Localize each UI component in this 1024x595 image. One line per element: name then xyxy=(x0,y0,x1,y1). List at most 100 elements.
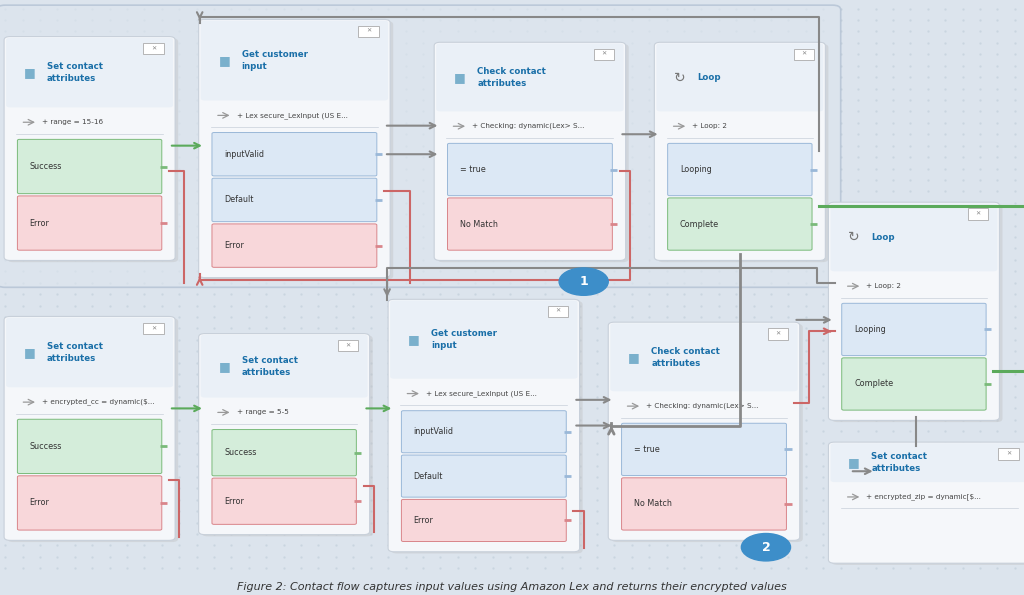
FancyBboxPatch shape xyxy=(7,38,178,262)
FancyBboxPatch shape xyxy=(401,411,566,453)
FancyBboxPatch shape xyxy=(17,196,162,250)
Text: ■: ■ xyxy=(628,351,640,364)
FancyBboxPatch shape xyxy=(657,44,828,262)
Text: Set contact
attributes: Set contact attributes xyxy=(871,452,928,473)
Text: Error: Error xyxy=(30,218,49,227)
Text: ✕: ✕ xyxy=(366,29,372,34)
Text: + Lex secure_LexInput (US E...: + Lex secure_LexInput (US E... xyxy=(426,390,537,397)
Text: + range = 15-16: + range = 15-16 xyxy=(42,119,103,125)
Text: Set contact
attributes: Set contact attributes xyxy=(47,342,103,363)
Text: Success: Success xyxy=(30,162,62,171)
Text: + encrypted_cc = dynamic($...: + encrypted_cc = dynamic($... xyxy=(42,399,155,406)
FancyBboxPatch shape xyxy=(212,478,356,524)
FancyBboxPatch shape xyxy=(608,322,800,540)
FancyBboxPatch shape xyxy=(401,455,566,497)
FancyBboxPatch shape xyxy=(388,299,580,552)
Text: Check contact
attributes: Check contact attributes xyxy=(477,67,546,88)
FancyBboxPatch shape xyxy=(199,334,370,535)
Circle shape xyxy=(559,268,608,295)
Text: Get customer
input: Get customer input xyxy=(242,50,307,71)
Text: Error: Error xyxy=(30,499,49,508)
FancyBboxPatch shape xyxy=(4,36,175,261)
Text: inputValid: inputValid xyxy=(414,427,454,436)
Text: ✕: ✕ xyxy=(555,309,561,314)
FancyBboxPatch shape xyxy=(17,419,162,474)
Text: ↻: ↻ xyxy=(674,70,686,84)
FancyBboxPatch shape xyxy=(610,323,798,392)
Text: ✕: ✕ xyxy=(1006,452,1012,456)
FancyBboxPatch shape xyxy=(0,5,841,287)
Text: Error: Error xyxy=(224,497,244,506)
FancyBboxPatch shape xyxy=(830,203,997,271)
FancyBboxPatch shape xyxy=(4,317,175,540)
Text: ■: ■ xyxy=(24,66,36,79)
Text: Check contact
attributes: Check contact attributes xyxy=(651,347,720,368)
Text: ✕: ✕ xyxy=(345,343,351,348)
FancyBboxPatch shape xyxy=(201,335,368,397)
FancyBboxPatch shape xyxy=(391,301,583,553)
FancyBboxPatch shape xyxy=(212,133,377,176)
FancyBboxPatch shape xyxy=(828,442,1024,563)
FancyBboxPatch shape xyxy=(17,476,162,530)
FancyBboxPatch shape xyxy=(436,43,624,111)
Text: ■: ■ xyxy=(408,333,420,346)
Text: Figure 2: Contact flow captures input values using Amazon Lex and returns their : Figure 2: Contact flow captures input va… xyxy=(238,582,786,592)
FancyBboxPatch shape xyxy=(202,336,373,536)
Text: ✕: ✕ xyxy=(151,326,157,331)
Text: + range = 5-5: + range = 5-5 xyxy=(237,409,289,415)
FancyBboxPatch shape xyxy=(437,44,629,262)
FancyBboxPatch shape xyxy=(390,300,578,378)
FancyBboxPatch shape xyxy=(212,224,377,267)
Text: No Match: No Match xyxy=(634,499,672,509)
Text: + Checking: dynamic(Lex> S...: + Checking: dynamic(Lex> S... xyxy=(646,403,759,409)
Text: Looping: Looping xyxy=(680,165,712,174)
FancyBboxPatch shape xyxy=(143,322,164,334)
FancyBboxPatch shape xyxy=(830,443,1024,482)
Text: ✕: ✕ xyxy=(775,331,781,337)
Text: ✕: ✕ xyxy=(151,46,157,51)
Text: Default: Default xyxy=(414,472,443,481)
Text: Loop: Loop xyxy=(697,73,721,82)
Text: 1: 1 xyxy=(580,275,588,288)
Text: ■: ■ xyxy=(24,346,36,359)
Text: Complete: Complete xyxy=(854,380,893,389)
Text: Error: Error xyxy=(414,516,433,525)
Text: + encrypted_zip = dynamic[$...: + encrypted_zip = dynamic[$... xyxy=(866,494,981,500)
FancyBboxPatch shape xyxy=(358,26,379,37)
Text: Default: Default xyxy=(224,195,254,205)
FancyBboxPatch shape xyxy=(447,143,612,196)
FancyBboxPatch shape xyxy=(656,43,823,111)
Text: ■: ■ xyxy=(454,71,466,84)
Text: inputValid: inputValid xyxy=(224,150,264,159)
FancyBboxPatch shape xyxy=(768,328,788,340)
Text: + Loop: 2: + Loop: 2 xyxy=(692,123,727,129)
FancyBboxPatch shape xyxy=(434,42,626,261)
FancyBboxPatch shape xyxy=(201,21,388,101)
FancyBboxPatch shape xyxy=(17,139,162,193)
Text: + Loop: 2: + Loop: 2 xyxy=(866,283,901,289)
FancyBboxPatch shape xyxy=(212,430,356,476)
FancyBboxPatch shape xyxy=(831,444,1024,565)
Text: Loop: Loop xyxy=(871,233,895,242)
Text: + Lex secure_LexInput (US E...: + Lex secure_LexInput (US E... xyxy=(237,112,347,119)
Text: ✕: ✕ xyxy=(801,52,807,57)
Text: Set contact
attributes: Set contact attributes xyxy=(47,62,103,83)
FancyBboxPatch shape xyxy=(842,303,986,356)
Text: ■: ■ xyxy=(218,359,230,372)
FancyBboxPatch shape xyxy=(611,324,803,542)
FancyBboxPatch shape xyxy=(668,143,812,196)
Text: No Match: No Match xyxy=(460,220,498,228)
FancyBboxPatch shape xyxy=(828,202,999,421)
FancyBboxPatch shape xyxy=(594,49,614,60)
FancyBboxPatch shape xyxy=(447,198,612,250)
FancyBboxPatch shape xyxy=(622,423,786,475)
FancyBboxPatch shape xyxy=(7,318,178,542)
FancyBboxPatch shape xyxy=(199,20,390,278)
FancyBboxPatch shape xyxy=(143,43,164,54)
Text: ■: ■ xyxy=(218,54,230,67)
FancyBboxPatch shape xyxy=(668,198,812,250)
FancyBboxPatch shape xyxy=(968,208,988,220)
Text: Get customer
input: Get customer input xyxy=(431,329,497,350)
Text: Complete: Complete xyxy=(680,220,719,228)
Circle shape xyxy=(741,534,791,561)
